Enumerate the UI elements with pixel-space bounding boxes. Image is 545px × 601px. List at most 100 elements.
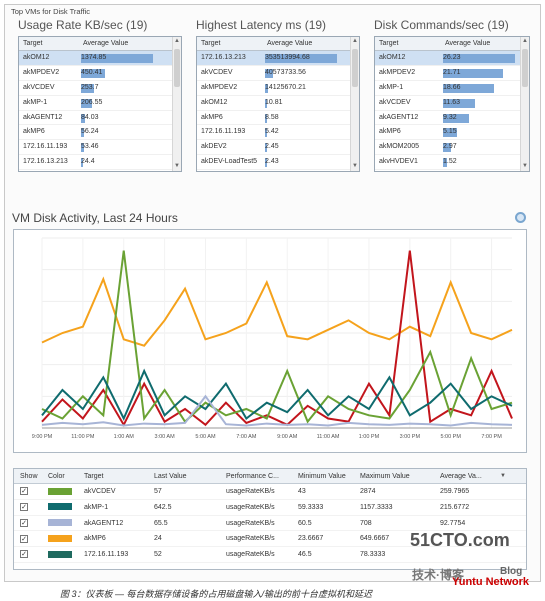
table-row[interactable]: ✓ akVCDEV 57 usageRateKB/s 43 2874 259.7965 (14, 484, 526, 500)
show-checkbox[interactable]: ✓ (20, 518, 28, 527)
table-row[interactable]: akAGENT12 9.32 (375, 111, 529, 126)
column-header[interactable]: Target (84, 473, 104, 480)
color-swatch[interactable] (48, 550, 72, 558)
table-row[interactable]: ✓ akMP6 24 usageRateKB/s 23.6667 649.6667 (14, 531, 526, 548)
show-checkbox-cell: ✓ (14, 500, 44, 515)
col-value[interactable]: Average Value (445, 40, 491, 47)
watermark-logo: 技术·博客 (412, 568, 464, 582)
table-row[interactable]: 172.16.13.213 353513994.68 (197, 51, 359, 66)
row-value-cell: 24.28 (79, 170, 181, 171)
series-table-header: Show Color Target Last Value Performance C..… (14, 469, 526, 484)
table-row[interactable]: akMPDEV2 21.71 (375, 66, 529, 81)
col-target[interactable]: Target (201, 40, 221, 47)
row-value: 18.66 (443, 83, 461, 91)
table-row[interactable]: akMP6 56.24 (19, 125, 181, 141)
row-target: akDEV4 (197, 170, 263, 171)
col-target[interactable]: Target (379, 40, 399, 47)
color-swatch[interactable] (48, 487, 72, 495)
table-scrollbar[interactable]: ▲ ▼ (172, 37, 181, 171)
table-row[interactable]: 172.16.11.193 53.46 (19, 140, 181, 156)
value-bar (443, 68, 503, 78)
table-row[interactable]: akMP-1 206.55 (19, 96, 181, 111)
series-line-akAGENT12[interactable] (41, 394, 513, 427)
usage-rate-table[interactable]: Target Average Value akOM12 1374.85 akMPDEV… (18, 36, 182, 172)
table-row[interactable]: akMPDEV2 450.41 (19, 66, 181, 81)
column-header[interactable]: Minimum Value (298, 473, 346, 480)
col-value[interactable]: Average Value (267, 40, 313, 47)
column-header[interactable]: Color (48, 473, 65, 480)
table-row[interactable]: ✓ 172.16.11.193 52 usageRateKB/s 46.5 78.3333 (14, 547, 526, 563)
x-tick-label: 11:00 AM (317, 434, 340, 440)
cell-perf: usageRateKB/s (226, 503, 275, 511)
table-row[interactable]: akVCDEV 253.7 (19, 81, 181, 96)
cell-min: 23.6667 (298, 535, 324, 543)
value-bar (81, 98, 92, 108)
show-checkbox[interactable]: ✓ (20, 534, 28, 543)
col-target[interactable]: Target (23, 40, 43, 47)
row-value: 14125670.21 (265, 83, 306, 91)
row-value: 10.81 (265, 98, 283, 106)
table-row[interactable]: akMP524.28 (19, 170, 181, 171)
frame-title: Top VMs for Disk Traffic (11, 7, 91, 16)
color-swatch[interactable] (48, 535, 72, 543)
show-checkbox[interactable]: ✓ (20, 487, 28, 496)
series-line-akVCDEV[interactable] (41, 250, 513, 424)
column-header[interactable]: Average Va... (440, 473, 482, 480)
row-value-cell: 353513994.68 (263, 51, 359, 65)
row-value: 53.46 (81, 143, 99, 151)
column-header[interactable]: Maximum Value (360, 473, 410, 480)
table-row[interactable]: akOM12 10.81 (197, 96, 359, 111)
table-row[interactable]: 172.16.13.213 24.4 (19, 155, 181, 171)
series-color-cell (44, 500, 84, 515)
table-row[interactable]: akMP-1 18.66 (375, 81, 529, 96)
table-row[interactable]: ✓ akMP-1 642.5 usageRateKB/s 59.3333 1157.333… (14, 500, 526, 516)
panel-title: Usage Rate KB/sec (19) (18, 18, 148, 32)
table-row[interactable]: akDEV-LoadTest5 2.43 (197, 155, 359, 171)
table-row[interactable]: akVCDEV 11.63 (375, 96, 529, 111)
table-row[interactable]: akDEV2 2.45 (197, 140, 359, 156)
column-header[interactable]: Performance C... (226, 473, 279, 480)
table-row[interactable]: akVCDEV 40573733.56 (197, 66, 359, 81)
table-row[interactable]: akMOM2005 2.97 (375, 140, 529, 156)
cell-perf: usageRateKB/s (226, 551, 275, 559)
series-line-akMP-1[interactable] (41, 368, 513, 421)
table-row[interactable]: akvHVDEV1 1.52 (375, 155, 529, 171)
row-target: akMP-1 (23, 98, 48, 106)
cell-min: 46.5 (298, 551, 312, 559)
series-line-akOM12[interactable] (41, 276, 513, 347)
table-row[interactable]: akMP6 5.15 (375, 125, 529, 141)
line-chart-svg: 9:00 PM 11:00 PM 1:00 AM 3:00 AM 5:00 AM 7:00… (32, 237, 513, 440)
table-row[interactable]: akMPDEV2 14125670.21 (197, 81, 359, 96)
table-scrollbar[interactable]: ▲ ▼ (350, 37, 359, 171)
table-row[interactable]: akvHVDEV21.5 (375, 170, 529, 171)
color-swatch[interactable] (48, 503, 72, 511)
gear-icon[interactable] (515, 212, 526, 223)
table-row[interactable]: akAGENT12 84.03 (19, 111, 181, 126)
table-row[interactable]: akOM12 1374.85 (19, 51, 181, 66)
show-checkbox[interactable]: ✓ (20, 550, 28, 559)
latency-table[interactable]: Target Average Value 172.16.13.213 3535139… (196, 36, 360, 172)
series-line-akMPDEV2[interactable] (41, 250, 513, 427)
color-swatch[interactable] (48, 519, 72, 527)
table-row[interactable]: ✓ akAGENT12 65.5 usageRateKB/s 60.5 708 92.775… (14, 516, 526, 532)
cell-last: 52 (154, 551, 162, 559)
sort-desc-icon[interactable]: ▼ (500, 473, 506, 479)
row-value-cell: 2.05 (263, 170, 359, 171)
disk-commands-table[interactable]: Target Average Value akOM12 26.23 akMPDEV2 2… (374, 36, 530, 172)
row-value: 5.42 (265, 128, 279, 136)
table-row[interactable]: 172.16.11.193 5.42 (197, 125, 359, 141)
row-value-cell: 10.81 (263, 96, 359, 110)
row-target: akMPDEV2 (379, 68, 416, 76)
col-value[interactable]: Average Value (83, 40, 129, 47)
show-checkbox[interactable]: ✓ (20, 502, 28, 511)
table-scrollbar[interactable]: ▲ ▼ (520, 37, 529, 171)
x-tick-label: 9:00 PM (32, 434, 53, 440)
table-row[interactable]: akMP6 8.58 (197, 111, 359, 126)
column-header[interactable]: Last Value (154, 473, 187, 480)
table-row[interactable]: akDEV42.05 (197, 170, 359, 171)
column-header[interactable]: Show (20, 473, 38, 480)
row-value: 5.15 (443, 128, 457, 136)
table-row[interactable]: akOM12 26.23 (375, 51, 529, 66)
disk-commands-panel: Disk Commands/sec (19) Target Average Val… (374, 14, 530, 172)
show-checkbox-cell: ✓ (14, 531, 44, 546)
